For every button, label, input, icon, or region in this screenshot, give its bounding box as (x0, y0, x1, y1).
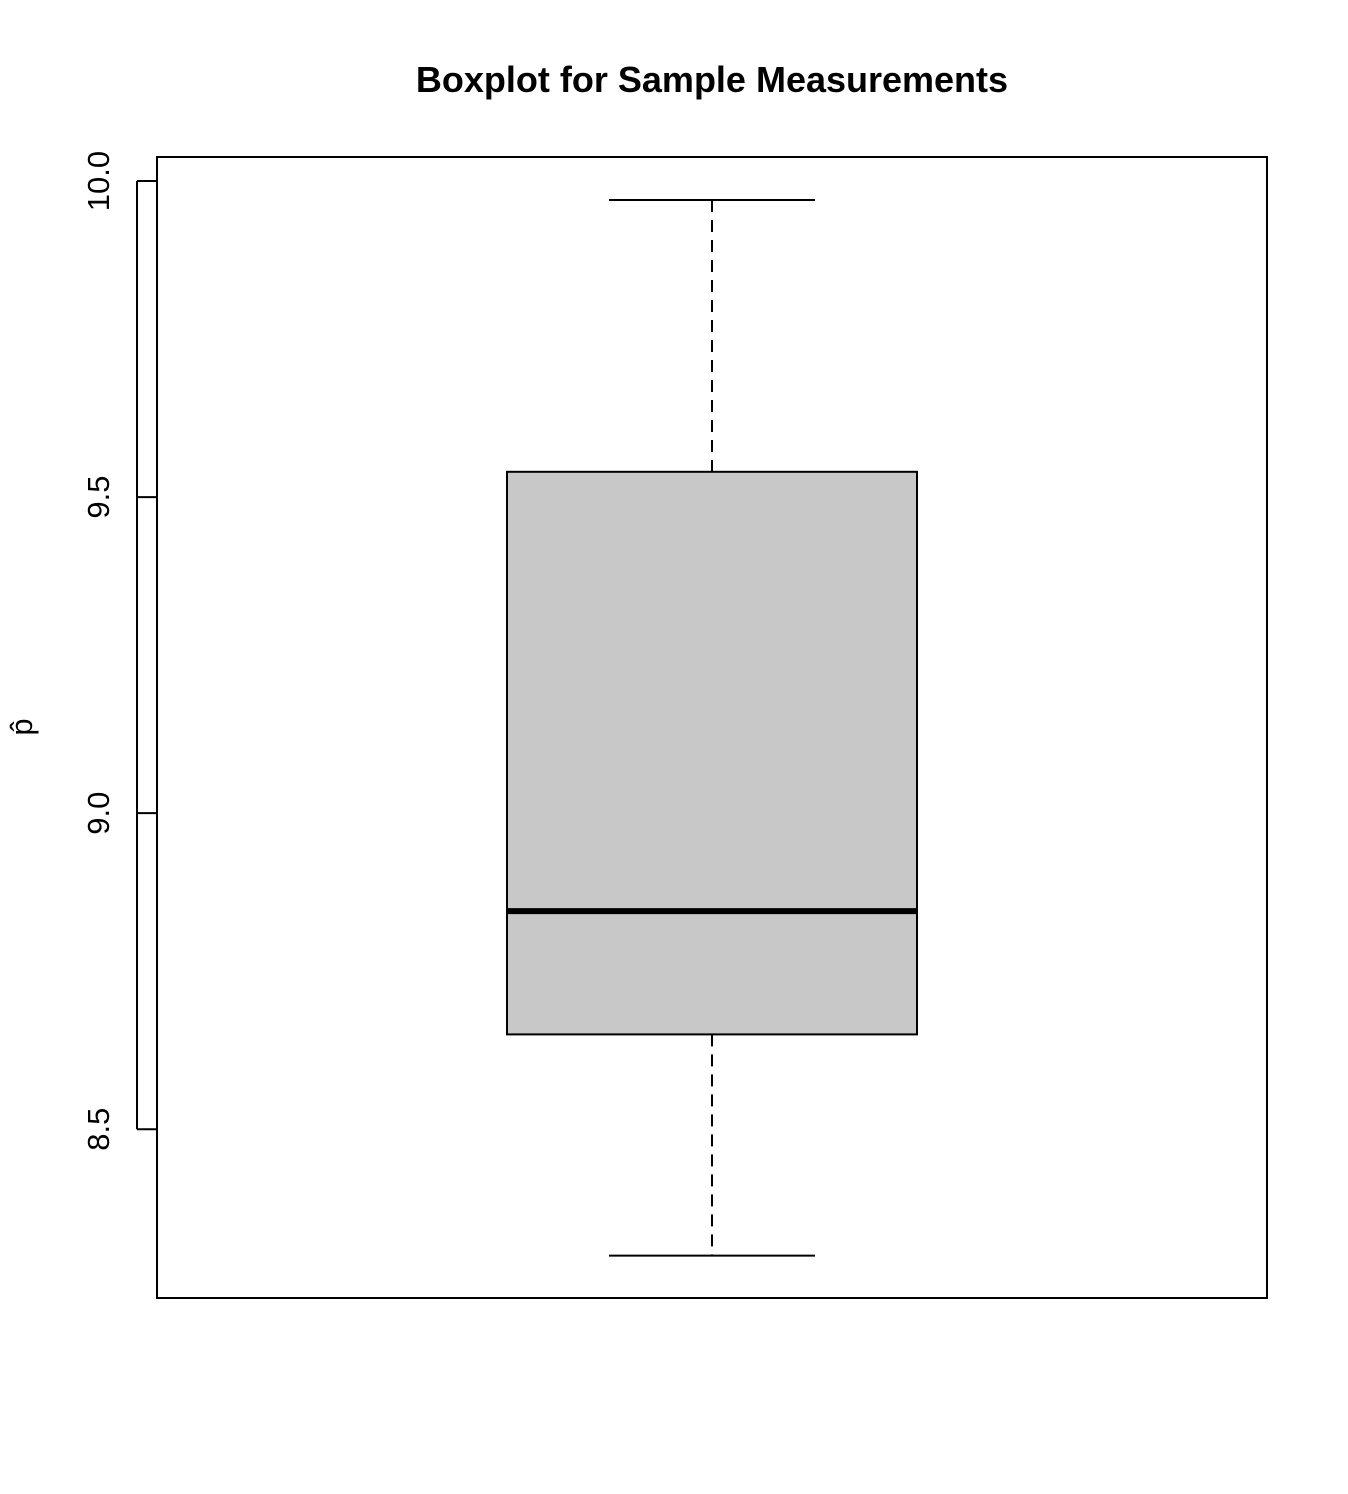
iqr-box (506, 470, 918, 1036)
box-group (506, 198, 918, 1257)
y-axis: 8.5 9.0 9.5 10.0 (81, 151, 157, 1151)
y-tick-label: 8.5 (81, 1108, 116, 1151)
y-axis-label: p̂ (4, 718, 39, 735)
chart-title: Boxplot for Sample Measurements (416, 59, 1008, 100)
plot-frame (156, 156, 1268, 1299)
y-tick-label: 9.5 (81, 476, 116, 519)
y-tick-label: 10.0 (81, 151, 116, 211)
y-tick-label: 9.0 (81, 792, 116, 835)
